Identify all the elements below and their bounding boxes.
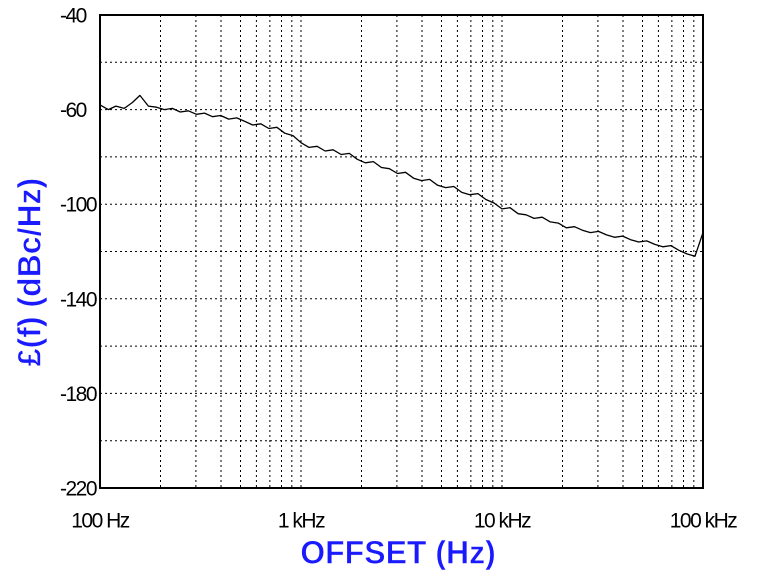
x-tick-label: 100 kHz bbox=[670, 510, 738, 533]
data-line bbox=[99, 94, 704, 257]
x-axis-title: OFFSET (Hz) bbox=[300, 534, 496, 570]
x-tick-label: 1 kHz bbox=[278, 510, 325, 533]
y-tick-label: -60 bbox=[60, 99, 87, 122]
plot-border bbox=[99, 14, 704, 489]
y-tick-label: -140 bbox=[60, 288, 97, 311]
y-tick-label: -100 bbox=[60, 194, 97, 217]
y-axis-title: £(f) (dBc/Hz) bbox=[11, 178, 47, 366]
y-tick-label: -40 bbox=[60, 5, 87, 28]
y-tick-label: -220 bbox=[60, 478, 97, 501]
y-tick-label: -180 bbox=[60, 383, 97, 406]
x-tick-label: 10 kHz bbox=[474, 510, 531, 533]
x-tick-label: 100 Hz bbox=[71, 510, 130, 533]
